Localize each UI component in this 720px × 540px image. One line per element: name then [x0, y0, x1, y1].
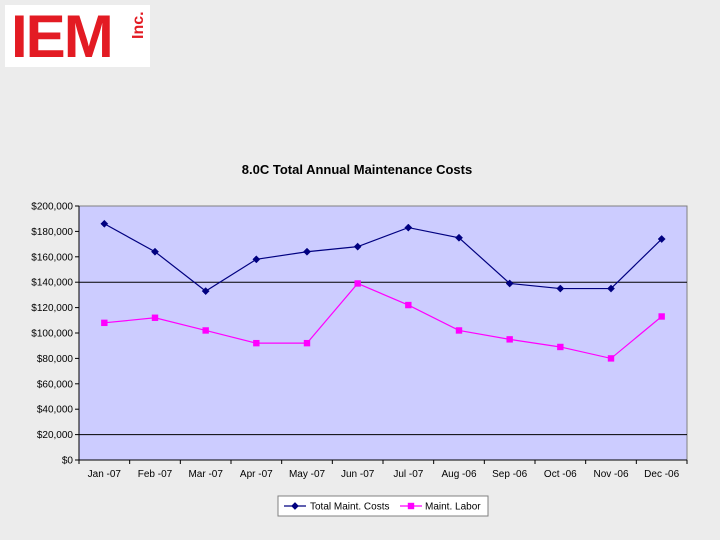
- data-point: [657, 235, 666, 243]
- data-point: [151, 314, 159, 321]
- data-point: [505, 279, 514, 288]
- data-point: [607, 355, 615, 362]
- data-point: [151, 247, 159, 256]
- data-point: [405, 301, 412, 309]
- x-tick-label: Dec -06: [644, 469, 679, 480]
- x-tick-label: Jan -07: [88, 469, 122, 480]
- y-tick-label: $80,000: [37, 354, 74, 365]
- data-point: [455, 327, 463, 334]
- company-logo: IEM Inc.: [5, 5, 150, 67]
- data-point: [201, 287, 210, 296]
- y-tick-label: $40,000: [37, 405, 74, 416]
- x-tick-label: May -07: [289, 469, 326, 480]
- data-point: [607, 284, 615, 293]
- data-point: [658, 313, 665, 320]
- data-point: [353, 242, 362, 251]
- series-line: [104, 223, 663, 292]
- y-tick-label: $0: [62, 456, 74, 467]
- legend-label: Maint. Labor: [425, 502, 481, 513]
- data-point: [556, 284, 565, 293]
- series-layer: [100, 219, 666, 362]
- data-point: [252, 255, 261, 264]
- data-point: [202, 327, 209, 334]
- legend-box: [277, 495, 489, 517]
- gridlines: [79, 281, 687, 436]
- data-point: [100, 219, 109, 228]
- x-tick-label: Apr -07: [240, 469, 273, 480]
- y-tick-label: $140,000: [31, 278, 73, 289]
- x-tick-label: Mar -07: [188, 469, 223, 480]
- plot-area: [78, 205, 688, 461]
- data-point: [506, 336, 513, 343]
- legend: Total Maint. Costs Maint. Labor: [277, 495, 489, 517]
- y-tick-label: $100,000: [31, 329, 73, 340]
- y-tick-label: $160,000: [31, 252, 73, 263]
- data-point: [354, 280, 361, 287]
- data-point: [253, 339, 260, 347]
- y-tick-label: $120,000: [31, 303, 73, 314]
- series-2: [101, 280, 665, 362]
- x-tick-label: Sep -06: [492, 469, 527, 480]
- y-tick-label: $20,000: [37, 430, 74, 441]
- x-tick-label: Nov -06: [593, 469, 628, 480]
- x-tick-label: Oct -06: [544, 469, 577, 480]
- data-point: [303, 247, 311, 256]
- legend-item: Total Maint. Costs: [284, 502, 389, 513]
- x-tick-label: Jul -07: [393, 469, 423, 480]
- series-1: [100, 219, 666, 296]
- data-point: [101, 319, 108, 327]
- y-axis-ticks: $0 $20,000 $40,000 $60,000 $80,000 $100,000 $1…: [31, 202, 79, 467]
- y-tick-label: $180,000: [31, 227, 73, 238]
- chart-title: 8.0C Total Annual Maintenance Costs: [242, 162, 472, 177]
- data-point: [404, 223, 413, 232]
- data-point: [291, 502, 299, 510]
- x-axis-ticks: Jan -07 Feb -07 Mar -07 Apr -07 May -07 Jun -…: [78, 460, 688, 480]
- series-line: [104, 282, 663, 360]
- data-point: [407, 502, 415, 510]
- legend-label: Total Maint. Costs: [310, 502, 389, 513]
- y-tick-label: $60,000: [37, 379, 74, 390]
- data-point: [303, 339, 311, 347]
- data-point: [557, 343, 564, 351]
- y-tick-label: $200,000: [31, 202, 73, 213]
- x-tick-label: Jun -07: [341, 469, 375, 480]
- x-tick-label: Feb -07: [138, 469, 173, 480]
- data-point: [455, 233, 463, 242]
- x-tick-label: Aug -06: [441, 469, 476, 480]
- logo-text: IEM: [11, 3, 114, 70]
- legend-item: Maint. Labor: [400, 502, 481, 513]
